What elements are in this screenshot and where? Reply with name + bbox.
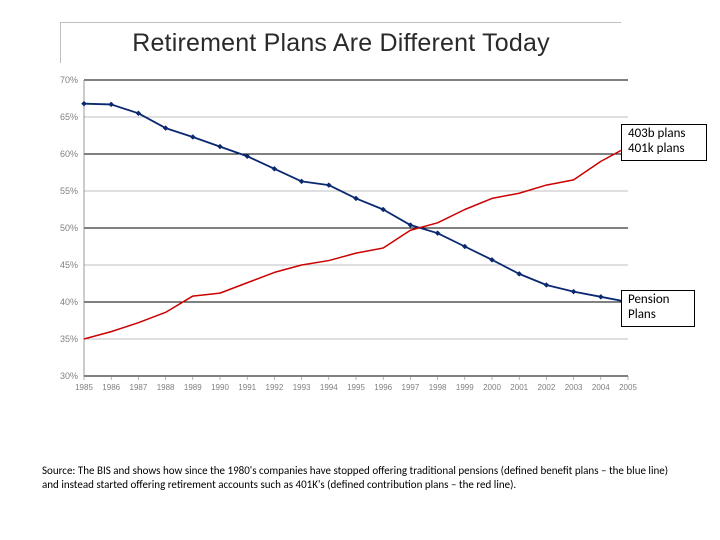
callout-text: Pension <box>628 292 670 307</box>
svg-text:1995: 1995 <box>347 383 365 392</box>
svg-text:1996: 1996 <box>374 383 392 392</box>
svg-text:45%: 45% <box>60 260 78 270</box>
svg-text:1985: 1985 <box>75 383 93 392</box>
svg-text:1986: 1986 <box>102 383 120 392</box>
svg-text:35%: 35% <box>60 334 78 344</box>
svg-text:30%: 30% <box>60 371 78 381</box>
svg-text:1992: 1992 <box>266 383 284 392</box>
callout-dc-plans: 403b plans 401k plans <box>621 124 707 161</box>
svg-text:1997: 1997 <box>402 383 420 392</box>
svg-text:65%: 65% <box>60 112 78 122</box>
svg-text:2000: 2000 <box>483 383 501 392</box>
chart-container: 30% 35% 40% 45% 50% 55% 60% 65% 70% 1985 1986 1987 1… <box>42 74 678 414</box>
svg-text:60%: 60% <box>60 149 78 159</box>
callout-text: Plans <box>628 307 656 322</box>
svg-text:1999: 1999 <box>456 383 474 392</box>
svg-text:70%: 70% <box>60 75 78 85</box>
svg-text:1989: 1989 <box>184 383 202 392</box>
svg-text:1994: 1994 <box>320 383 338 392</box>
source-text: Source: The BIS and shows how since the … <box>42 464 680 492</box>
callout-pension-plans: Pension Plans <box>621 290 695 327</box>
svg-text:2001: 2001 <box>510 383 528 392</box>
svg-text:1998: 1998 <box>429 383 447 392</box>
callout-text: 401k plans <box>628 141 685 156</box>
page-title: Retirement Plans Are Different Today <box>60 22 621 63</box>
svg-text:1993: 1993 <box>293 383 311 392</box>
svg-text:2005: 2005 <box>619 383 637 392</box>
svg-text:1987: 1987 <box>130 383 148 392</box>
line-chart: 30% 35% 40% 45% 50% 55% 60% 65% 70% 1985 1986 1987 1… <box>42 74 678 414</box>
svg-text:2004: 2004 <box>592 383 610 392</box>
svg-text:55%: 55% <box>60 186 78 196</box>
svg-text:2002: 2002 <box>538 383 556 392</box>
svg-text:2003: 2003 <box>565 383 583 392</box>
callout-text: 403b plans <box>628 126 686 141</box>
svg-text:50%: 50% <box>60 223 78 233</box>
svg-text:1991: 1991 <box>238 383 256 392</box>
svg-text:40%: 40% <box>60 297 78 307</box>
svg-text:1988: 1988 <box>157 383 175 392</box>
svg-text:1990: 1990 <box>211 383 229 392</box>
